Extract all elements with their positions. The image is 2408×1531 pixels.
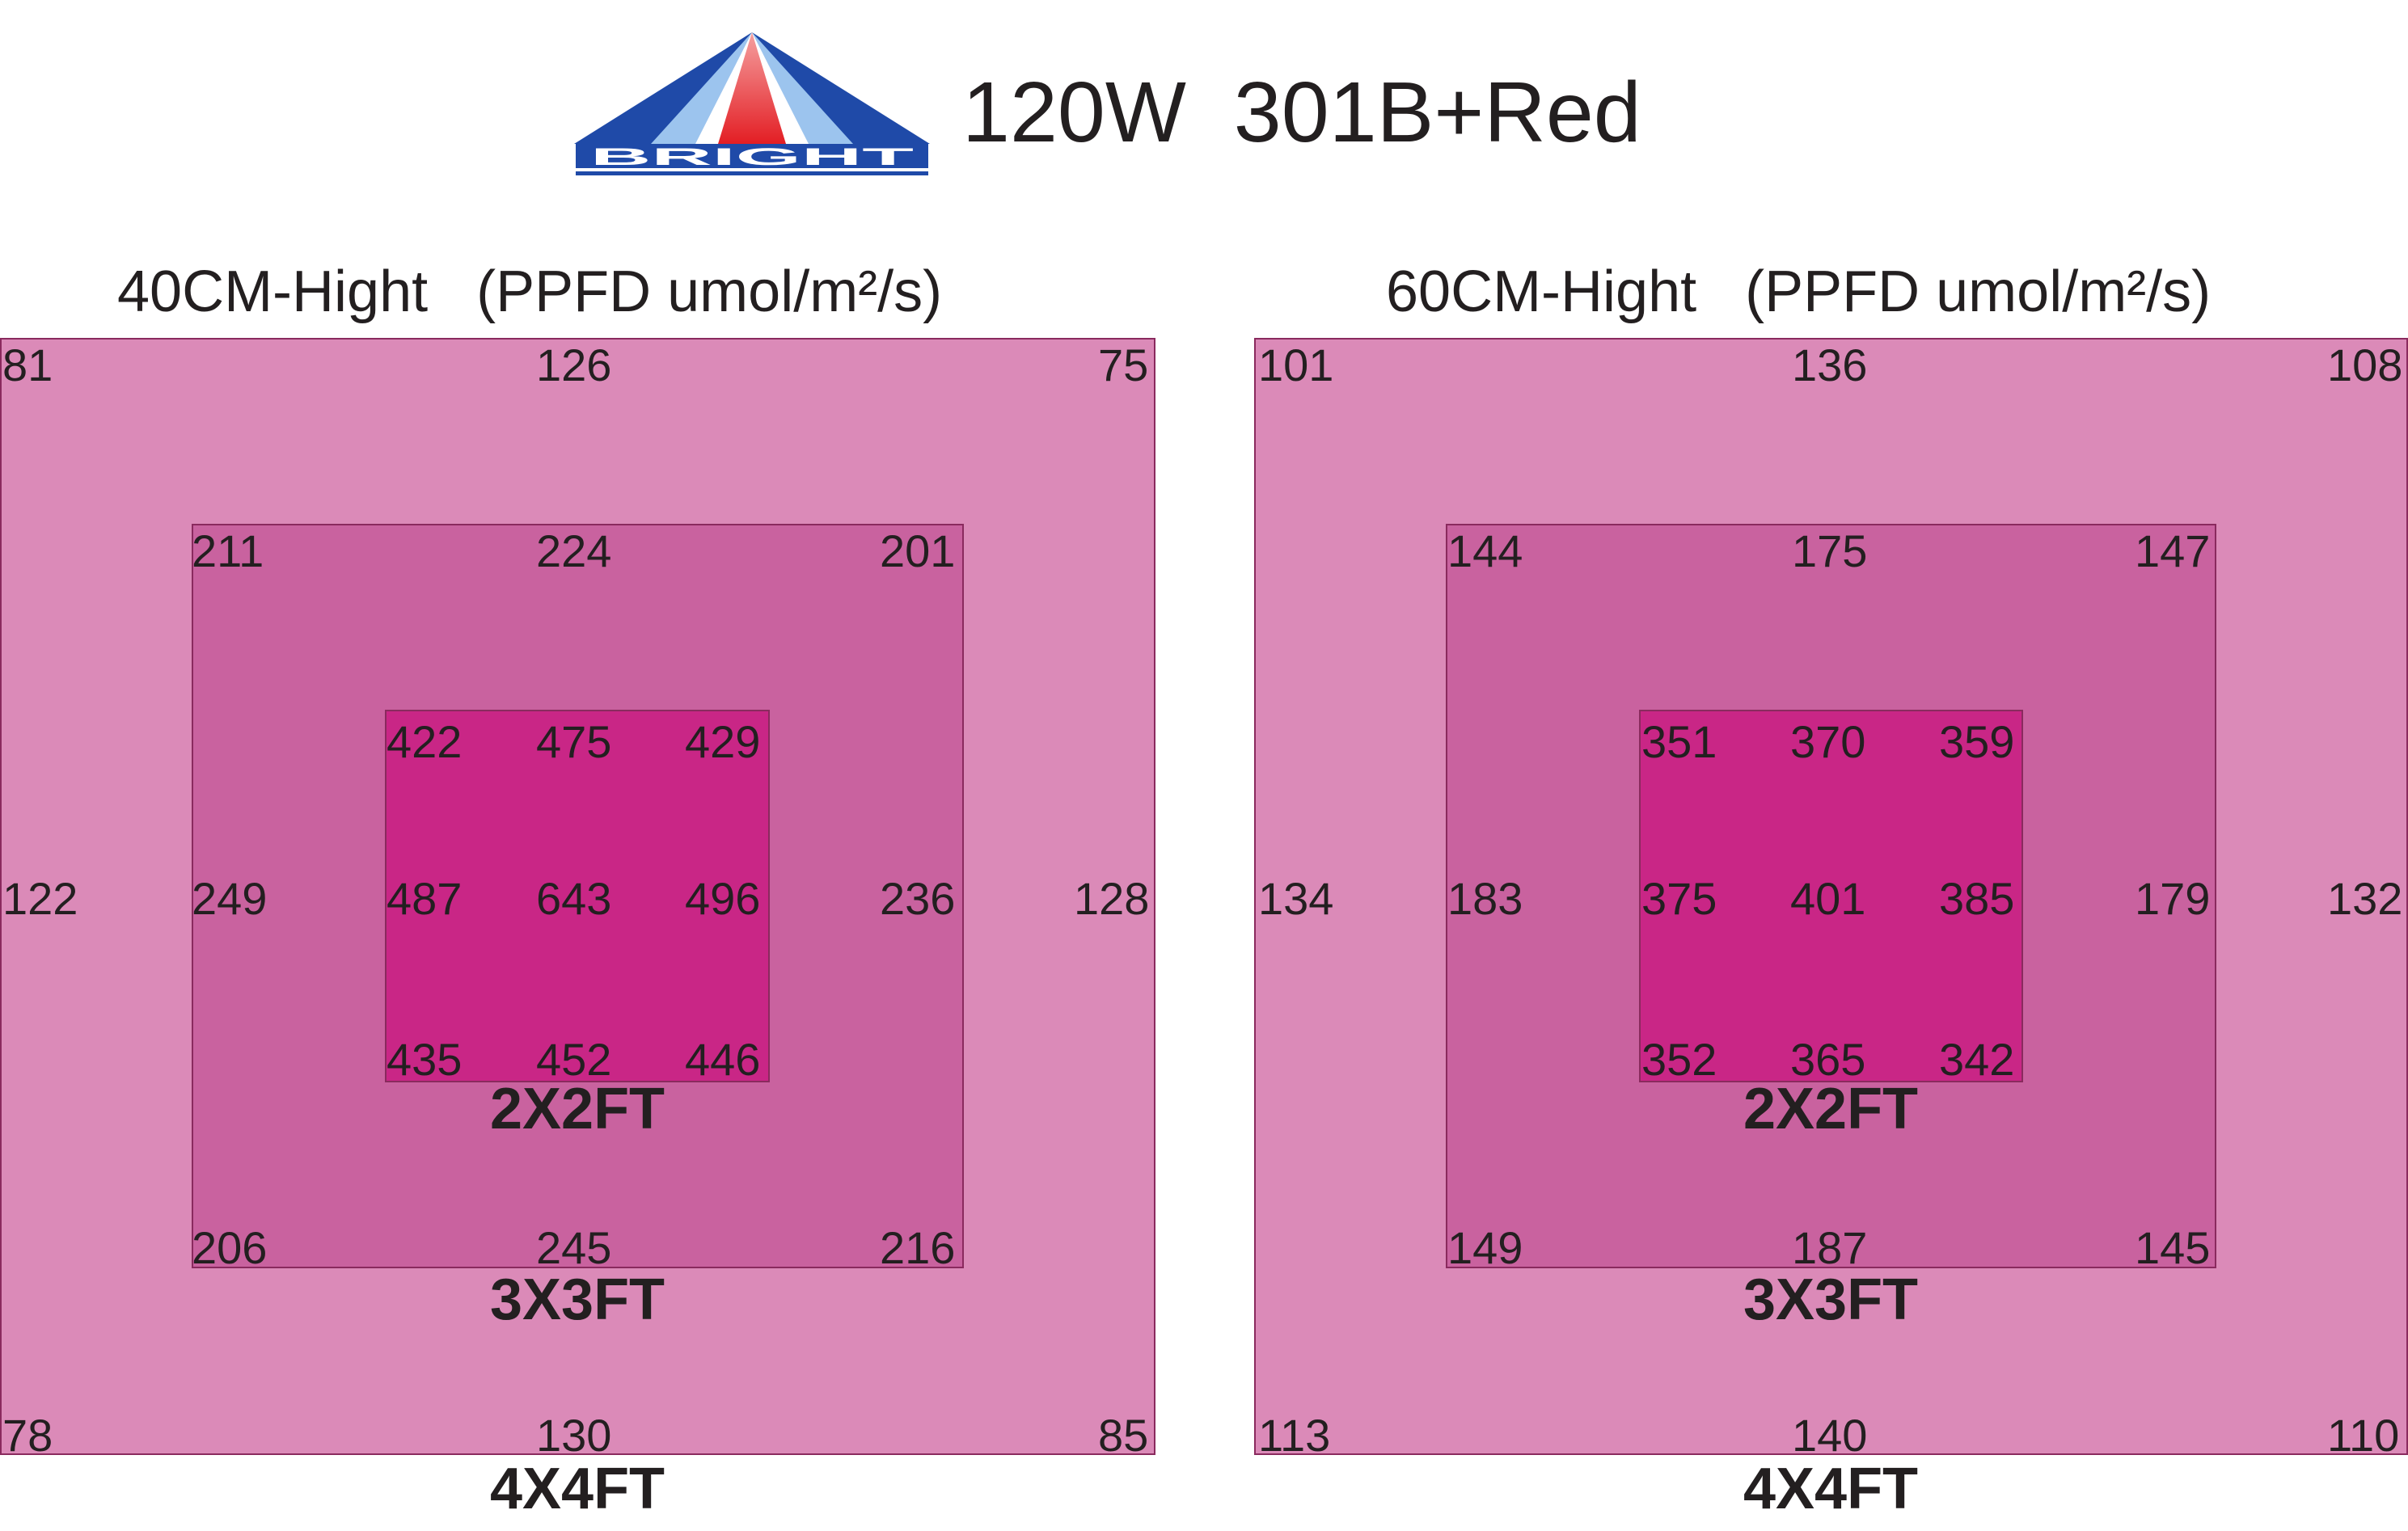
panel-heading-60cm: 60CM-Hight (PPFD umol/m²/s) [1386, 259, 2212, 324]
ppfd-value: 126 [536, 340, 612, 390]
ppfd-value: 643 [536, 873, 612, 924]
ppfd-value: 108 [2327, 340, 2403, 390]
ppfd-value: 187 [1792, 1222, 1868, 1273]
ppfd-value: 370 [1790, 716, 1866, 767]
ppfd-value: 446 [685, 1034, 761, 1085]
ppfd-value: 145 [2135, 1222, 2211, 1273]
zone-label-3x3: 3X3FT [1743, 1267, 1919, 1332]
ppfd-value: 351 [1641, 716, 1717, 767]
ppfd-value: 236 [880, 873, 956, 924]
ppfd-value: 136 [1792, 340, 1868, 390]
ppfd-value: 175 [1792, 525, 1868, 576]
ppfd-value: 110 [2327, 1410, 2400, 1461]
ppfd-value: 85 [1098, 1410, 1149, 1461]
ppfd-value: 496 [685, 873, 761, 924]
zone-label-3x3: 3X3FT [489, 1267, 665, 1332]
ppfd-value: 122 [2, 873, 78, 924]
zone-2x2-40cm [385, 710, 770, 1082]
ppfd-value: 144 [1447, 525, 1523, 576]
ppfd-value: 132 [2327, 873, 2403, 924]
ppfd-value: 401 [1790, 873, 1866, 924]
zone-label-2x2: 2X2FT [1743, 1077, 1919, 1141]
product-title: 120W 301B+Red [962, 65, 1641, 160]
panel-heading-40cm: 40CM-Hight (PPFD umol/m²/s) [117, 259, 943, 324]
ppfd-value: 147 [2135, 525, 2211, 576]
ppfd-value: 365 [1790, 1034, 1866, 1085]
ppfd-value: 183 [1447, 873, 1523, 924]
ppfd-value: 359 [1939, 716, 2015, 767]
ppfd-value: 475 [536, 716, 612, 767]
ppfd-value: 81 [2, 340, 53, 390]
ppfd-value: 201 [880, 525, 956, 576]
ppfd-value: 128 [1074, 873, 1150, 924]
ppfd-value: 435 [387, 1034, 463, 1085]
ppfd-value: 375 [1641, 873, 1717, 924]
ppfd-value: 149 [1447, 1222, 1523, 1273]
zone-label-2x2: 2X2FT [489, 1077, 665, 1141]
ppfd-value: 134 [1258, 873, 1334, 924]
ppfd-value: 78 [2, 1410, 53, 1461]
ppfd-value: 140 [1792, 1410, 1868, 1461]
zone-label-4x4: 4X4FT [489, 1457, 665, 1521]
logo-wordmark: BRIGHT [590, 144, 914, 171]
ppfd-value: 452 [536, 1034, 612, 1085]
ppfd-value: 422 [387, 716, 463, 767]
ppfd-value: 429 [685, 716, 761, 767]
ppfd-value: 206 [192, 1222, 268, 1273]
ppfd-value: 385 [1939, 873, 2015, 924]
ppfd-value: 113 [1258, 1410, 1331, 1461]
ppfd-value: 216 [880, 1222, 956, 1273]
ppfd-value: 130 [536, 1410, 612, 1461]
ppfd-value: 179 [2135, 873, 2211, 924]
zone-2x2-60cm [1639, 710, 2023, 1082]
ppfd-value: 75 [1098, 340, 1149, 390]
bright-logo: BRIGHT [574, 32, 930, 175]
ppfd-value: 211 [192, 525, 264, 576]
zone-label-4x4: 4X4FT [1743, 1457, 1919, 1521]
ppfd-value: 101 [1258, 340, 1334, 390]
ppfd-value: 342 [1939, 1034, 2015, 1085]
ppfd-value: 249 [192, 873, 268, 924]
ppfd-value: 487 [387, 873, 463, 924]
ppfd-value: 224 [536, 525, 612, 576]
ppfd-value: 245 [536, 1222, 612, 1273]
ppfd-value: 352 [1641, 1034, 1717, 1085]
